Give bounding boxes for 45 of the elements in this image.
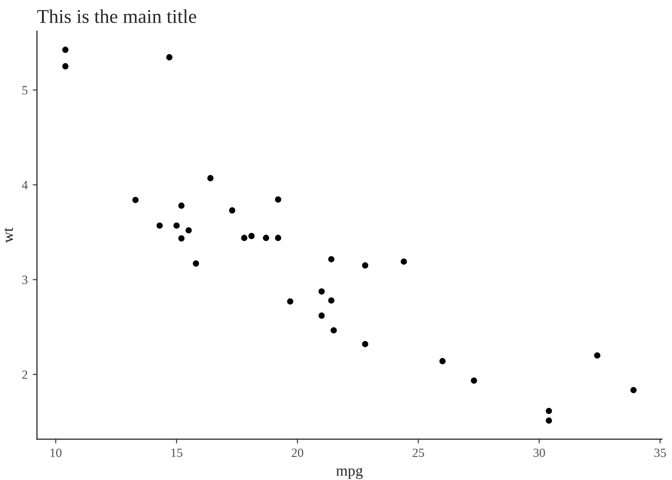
y-tick-label: 2: [22, 370, 28, 379]
point: [630, 386, 637, 394]
x-tick-label: 10: [50, 448, 62, 458]
x-axis-title: mpg: [336, 468, 363, 479]
point: [275, 196, 282, 203]
point: [287, 298, 294, 305]
x-tick-label: 30: [534, 448, 545, 458]
x-tick-label: 15: [171, 448, 182, 458]
point: [318, 288, 325, 295]
y-tick-label: 3: [22, 276, 28, 284]
point: [62, 63, 68, 70]
x-tick-label: 20: [292, 448, 304, 458]
point: [229, 207, 236, 214]
point: [192, 260, 200, 267]
x-tick-label: 25: [412, 448, 424, 458]
point: [186, 227, 192, 234]
point: [156, 222, 163, 229]
point: [62, 46, 68, 53]
y-tick-label: 4: [22, 180, 28, 190]
y-tick-label: 5: [22, 86, 28, 94]
y-axis-title: wt: [4, 228, 14, 243]
point: [362, 340, 368, 348]
point: [439, 358, 446, 364]
point: [262, 234, 270, 242]
point: [207, 175, 214, 182]
point: [318, 312, 325, 319]
point: [275, 234, 282, 242]
point: [166, 54, 172, 60]
point: [328, 256, 334, 262]
chart-title: This is the main title: [37, 9, 196, 24]
point: [400, 258, 407, 265]
point: [546, 418, 552, 424]
point: [470, 377, 478, 384]
point: [178, 235, 185, 242]
point: [173, 222, 180, 229]
point: [241, 234, 248, 242]
point: [362, 262, 368, 269]
x-tick-label: 35: [654, 448, 666, 458]
point: [178, 202, 185, 209]
point: [594, 352, 600, 359]
point: [248, 232, 255, 240]
point: [132, 196, 139, 204]
point: [328, 297, 334, 304]
point: [330, 327, 337, 334]
point: [546, 408, 552, 414]
